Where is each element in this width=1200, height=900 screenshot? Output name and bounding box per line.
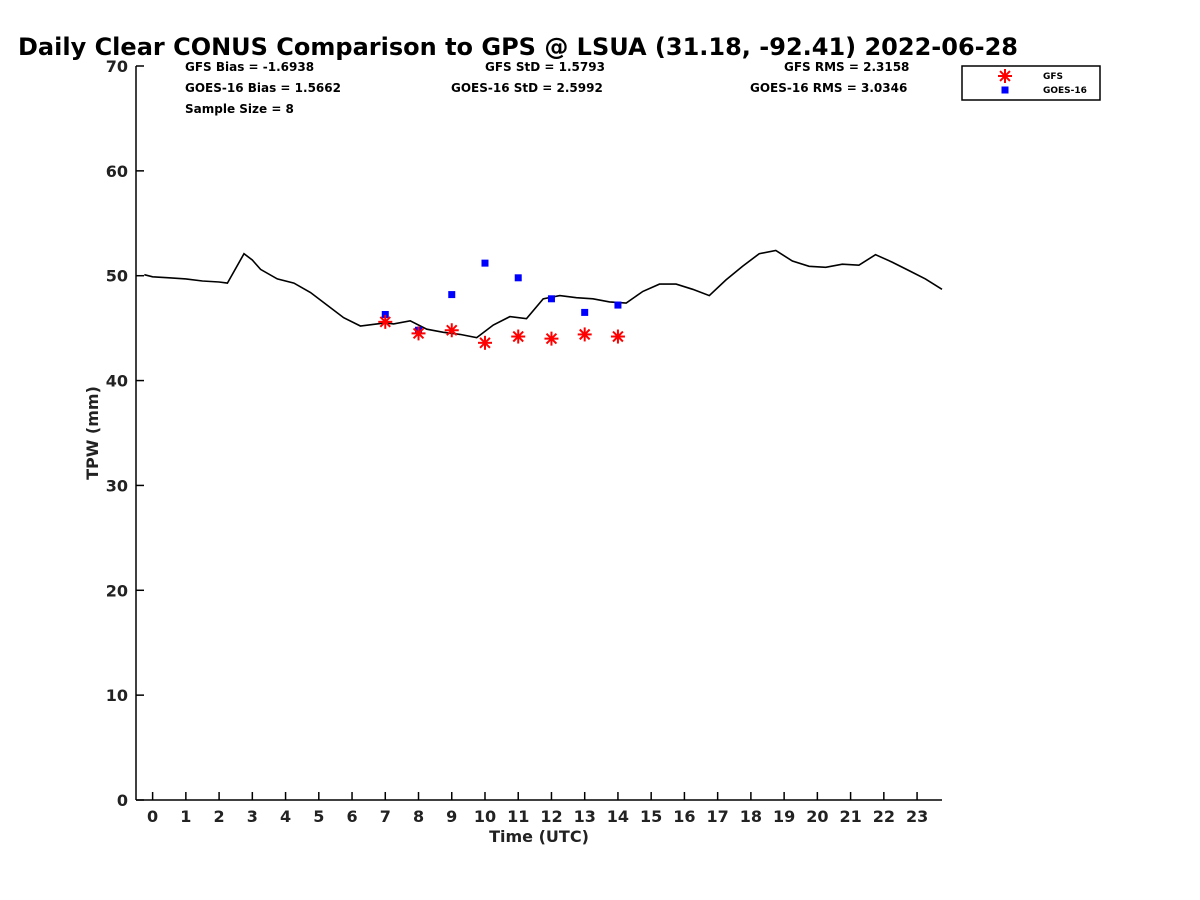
y-tick-label-60: 60 [106, 162, 128, 181]
legend-box [961, 65, 1101, 101]
stat-gfs-bias: GFS Bias = -1.6938 [185, 60, 314, 74]
legend-label-goes-16: GOES-16 [1043, 86, 1087, 96]
gfs-point-1 [411, 326, 426, 341]
stat-goes-bias: GOES-16 Bias = 1.5662 [185, 81, 341, 95]
y-axis-label: TPW (mm) [83, 386, 102, 480]
chart-title: Daily Clear CONUS Comparison to GPS @ LS… [18, 33, 1018, 61]
gfs-point-2 [444, 323, 459, 338]
x-tick-label-3: 3 [247, 807, 258, 826]
legend-label-gfs: GFS [1043, 72, 1063, 82]
goes-16-point-7 [614, 301, 622, 309]
legend-marker-gfs [998, 69, 1012, 83]
goes-16-point-2 [448, 291, 456, 299]
y-tick-label-10: 10 [106, 686, 128, 705]
x-tick-label-0: 0 [147, 807, 158, 826]
y-tick-label-40: 40 [106, 372, 128, 391]
goes-16-point-5 [547, 295, 555, 303]
gfs-point-0 [378, 314, 393, 329]
x-tick-label-9: 9 [446, 807, 457, 826]
x-tick-label-22: 22 [873, 807, 895, 826]
legend-gfs-asterisk [998, 69, 1012, 83]
gfs-point-5 [544, 331, 559, 346]
goes-16-point-6 [581, 308, 589, 316]
x-tick-label-19: 19 [773, 807, 795, 826]
x-tick-label-20: 20 [806, 807, 828, 826]
y-tick-label-20: 20 [106, 581, 128, 600]
y-tick-label-30: 30 [106, 476, 128, 495]
x-tick-label-23: 23 [906, 807, 928, 826]
y-tick-label-0: 0 [117, 791, 128, 810]
y-tick-label-50: 50 [106, 267, 128, 286]
legend: GFS GOES-16 [961, 65, 1101, 101]
x-tick-label-21: 21 [839, 807, 861, 826]
x-tick-label-2: 2 [214, 807, 225, 826]
x-tick-label-10: 10 [474, 807, 496, 826]
stat-goes-rms: GOES-16 RMS = 3.0346 [750, 81, 907, 95]
x-tick-label-16: 16 [673, 807, 695, 826]
x-tick-label-8: 8 [413, 807, 424, 826]
legend-marker-goes-16 [1001, 86, 1009, 94]
gps-line [144, 249, 943, 339]
gfs-point-3 [477, 335, 492, 350]
x-tick-label-5: 5 [313, 807, 324, 826]
stat-gfs-std: GFS StD = 1.5793 [485, 60, 605, 74]
x-tick-label-6: 6 [346, 807, 357, 826]
gfs-point-4 [511, 329, 526, 344]
x-tick-label-4: 4 [280, 807, 291, 826]
y-tick-label-70: 70 [106, 57, 128, 76]
stat-sample-size: Sample Size = 8 [185, 102, 294, 116]
stat-goes-std: GOES-16 StD = 2.5992 [451, 81, 603, 95]
gfs-point-7 [610, 329, 625, 344]
x-tick-label-15: 15 [640, 807, 662, 826]
x-tick-label-18: 18 [740, 807, 762, 826]
goes-16-point-3 [481, 259, 489, 267]
x-tick-label-7: 7 [380, 807, 391, 826]
legend-goes-16-square [1001, 86, 1009, 94]
goes-16-point-4 [514, 274, 522, 282]
goes-16-point-0 [381, 311, 389, 319]
stat-gfs-rms: GFS RMS = 2.3158 [784, 60, 909, 74]
gfs-point-6 [577, 327, 592, 342]
x-tick-label-14: 14 [607, 807, 629, 826]
x-axis-label: Time (UTC) [489, 827, 589, 846]
x-tick-label-13: 13 [574, 807, 596, 826]
x-tick-label-1: 1 [180, 807, 191, 826]
x-tick-label-17: 17 [707, 807, 729, 826]
x-tick-label-11: 11 [507, 807, 529, 826]
x-tick-label-12: 12 [540, 807, 562, 826]
